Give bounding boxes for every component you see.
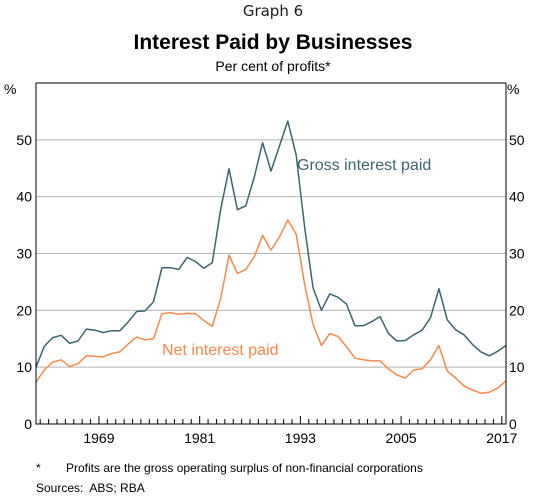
y-tick-label-right: 40 — [509, 189, 525, 205]
y-tick-label-left: 30 — [16, 246, 32, 262]
y-tick-label-left: 40 — [16, 189, 32, 205]
footnote-text: Profits are the gross operating surplus … — [66, 461, 423, 475]
x-tick-label-1969: 1969 — [83, 430, 114, 446]
gross-interest-line — [35, 120, 507, 368]
x-tick-label-1993: 1993 — [285, 430, 316, 446]
y-tick-label-right: 30 — [509, 246, 525, 262]
x-tick-label-2005: 2005 — [386, 430, 417, 446]
y-tick-label-left: 20 — [16, 302, 32, 318]
annotation-net: Net interest paid — [162, 342, 279, 359]
right-axis-unit: % — [507, 81, 520, 97]
sources-label: Sources: — [36, 481, 84, 495]
footnote-mark: * — [36, 461, 41, 475]
x-tick-label-2017: 2017 — [486, 430, 517, 446]
y-tick-label-right: 20 — [509, 302, 525, 318]
sources: Sources: ABS; RBA — [36, 481, 145, 495]
annotation-gross: Gross interest paid — [297, 157, 431, 174]
sources-text: ABS; RBA — [89, 481, 145, 495]
chart-title: Interest Paid by Businesses — [133, 31, 413, 54]
y-tick-label-left: 0 — [24, 416, 32, 432]
left-axis-unit: % — [4, 81, 17, 97]
y-tick-label-left: 10 — [16, 359, 32, 375]
footnote: * Profits are the gross operating surplus… — [36, 461, 423, 475]
series-lines — [35, 120, 507, 395]
axis-ticks — [39, 416, 503, 424]
y-tick-label-right: 50 — [509, 132, 525, 148]
x-tick-label-1981: 1981 — [184, 430, 215, 446]
y-tick-label-left: 50 — [16, 132, 32, 148]
chart-subtitle: Per cent of profits* — [215, 58, 331, 74]
graph-number: Graph 6 — [242, 2, 304, 20]
net-interest-line — [35, 219, 507, 395]
plot-frame — [35, 82, 507, 425]
axis-labels: 0 0 10 10 20 20 30 30 40 40 50 50 1969 1981 1993 2005 20… — [16, 132, 524, 446]
y-tick-label-right: 10 — [509, 359, 525, 375]
gridlines — [36, 139, 506, 368]
y-tick-label-right: 0 — [509, 416, 517, 432]
